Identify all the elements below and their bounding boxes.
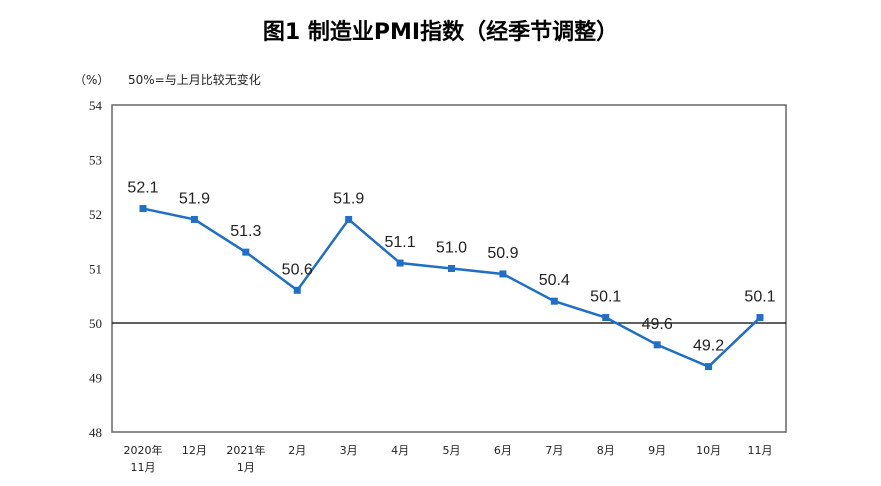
data-point: [345, 215, 353, 223]
data-label: 49.6: [642, 316, 673, 333]
x-tick-label: 6月: [494, 444, 512, 457]
data-point: [448, 265, 455, 272]
x-tick-label: 8月: [597, 444, 615, 457]
y-tick-label: 49: [89, 371, 102, 386]
data-point: [756, 314, 764, 322]
plot-frame: [111, 104, 787, 433]
data-label: 49.2: [693, 338, 724, 355]
x-tick-label: 1月: [237, 461, 255, 474]
data-label: 51.9: [179, 190, 210, 207]
x-tick-label: 2月: [288, 444, 306, 457]
y-tick-label: 54: [89, 98, 103, 113]
x-tick-label: 11月: [748, 444, 773, 457]
data-label: 50.9: [487, 245, 518, 262]
x-tick-label: 12月: [182, 444, 207, 457]
data-point: [550, 297, 558, 305]
data-point: [653, 341, 661, 349]
data-point: [705, 363, 713, 371]
data-point: [499, 270, 507, 278]
data-label: 52.1: [127, 180, 158, 197]
x-tick-label: 2021年: [226, 443, 265, 457]
x-tick-label: 10月: [696, 444, 721, 457]
y-tick-label: 50: [89, 316, 102, 331]
data-point: [293, 286, 301, 294]
data-label: 50.4: [539, 272, 570, 289]
x-tick-label: 5月: [443, 444, 461, 457]
x-tick-label: 4月: [391, 444, 409, 457]
y-tick-label: 53: [89, 153, 102, 168]
x-tick-label: 9月: [648, 444, 666, 457]
data-label: 51.3: [230, 223, 261, 240]
data-point: [139, 205, 147, 213]
data-label: 50.1: [590, 289, 621, 306]
data-point: [190, 215, 198, 223]
y-tick-label: 51: [89, 262, 102, 277]
data-point: [602, 314, 610, 322]
data-label: 51.1: [385, 234, 416, 251]
x-tick-label: 3月: [340, 444, 358, 457]
x-tick-label: 11月: [131, 461, 156, 474]
x-tick-label: 2020年: [124, 443, 163, 457]
data-label: 50.6: [282, 261, 313, 278]
x-tick-label: 7月: [545, 444, 563, 457]
data-label: 51.9: [333, 190, 364, 207]
annotation-note: 50%=与上月比较无变化: [128, 73, 261, 87]
data-label: 50.1: [744, 289, 775, 306]
y-axis-unit: （%）: [74, 73, 110, 87]
data-point: [396, 259, 404, 267]
y-tick-label: 48: [89, 425, 102, 440]
y-tick-label: 52: [89, 207, 102, 222]
data-label: 51.0: [436, 240, 467, 257]
data-point: [242, 248, 250, 256]
chart-title: 图1 制造业PMI指数（经季节调整）: [262, 20, 619, 45]
